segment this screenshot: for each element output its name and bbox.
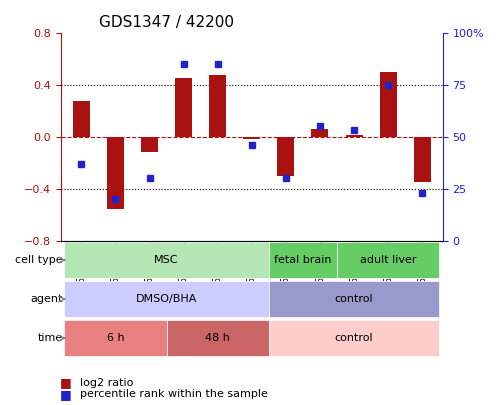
Bar [141,136,158,152]
Bar [277,136,294,176]
Text: control: control [335,294,373,304]
Text: control: control [335,333,373,343]
Bar [311,129,328,136]
Text: DMSO/BHA: DMSO/BHA [136,294,197,304]
FancyBboxPatch shape [64,242,269,278]
Text: ■: ■ [60,376,72,389]
Text: adult liver: adult liver [360,255,416,265]
FancyBboxPatch shape [64,281,269,318]
Text: agent: agent [30,294,62,304]
Text: 48 h: 48 h [205,333,230,343]
Text: GDS1347 / 42200: GDS1347 / 42200 [99,15,234,30]
Bar [107,136,124,209]
Bar [345,135,363,136]
FancyBboxPatch shape [337,242,439,278]
Text: cell type: cell type [15,255,62,265]
Text: log2 ratio: log2 ratio [80,378,133,388]
Text: time: time [37,333,62,343]
FancyBboxPatch shape [269,281,439,318]
Bar [380,72,397,136]
Bar [175,78,192,136]
Bar [243,136,260,139]
Text: 6 h: 6 h [107,333,124,343]
FancyBboxPatch shape [64,320,167,356]
Text: percentile rank within the sample: percentile rank within the sample [80,389,268,399]
FancyBboxPatch shape [269,242,337,278]
Bar [414,136,431,182]
FancyBboxPatch shape [167,320,269,356]
FancyBboxPatch shape [269,320,439,356]
Bar [209,75,226,136]
Bar [73,102,90,136]
Text: MSC: MSC [154,255,179,265]
Text: ■: ■ [60,388,72,401]
Text: fetal brain: fetal brain [274,255,332,265]
